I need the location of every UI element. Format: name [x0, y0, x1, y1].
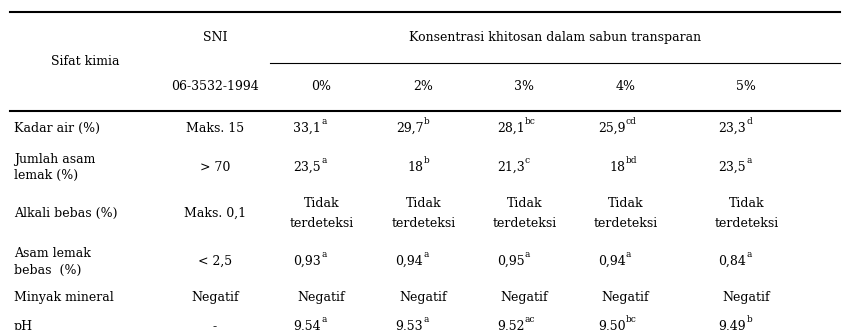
Text: Tidak: Tidak — [507, 197, 542, 211]
Text: bc: bc — [524, 117, 536, 126]
Text: c: c — [524, 156, 530, 165]
Text: 0,95: 0,95 — [496, 255, 524, 268]
Text: Tidak: Tidak — [728, 197, 764, 211]
Text: 9,53: 9,53 — [395, 320, 423, 330]
Text: 28,1: 28,1 — [496, 122, 524, 135]
Text: 23,5: 23,5 — [294, 161, 321, 174]
Text: terdeteksi: terdeteksi — [593, 217, 658, 230]
Text: 0,94: 0,94 — [598, 255, 626, 268]
Text: Negatif: Negatif — [298, 291, 345, 304]
Text: 33,1: 33,1 — [293, 122, 321, 135]
Text: d: d — [746, 117, 752, 126]
Text: 2%: 2% — [413, 80, 434, 93]
Text: Negatif: Negatif — [191, 291, 239, 304]
Text: a: a — [321, 315, 326, 324]
Text: a: a — [321, 117, 326, 126]
Text: bc: bc — [626, 315, 637, 324]
Text: 9,49: 9,49 — [718, 320, 746, 330]
Text: Negatif: Negatif — [400, 291, 447, 304]
Text: Maks. 15: Maks. 15 — [186, 122, 244, 135]
Text: Kadar air (%): Kadar air (%) — [14, 122, 99, 135]
Text: a: a — [321, 156, 326, 165]
Text: terdeteksi: terdeteksi — [391, 217, 456, 230]
Text: lemak (%): lemak (%) — [14, 169, 77, 182]
Text: 23,3: 23,3 — [718, 122, 746, 135]
Text: a: a — [626, 250, 631, 259]
Text: a: a — [321, 250, 326, 259]
Text: a: a — [423, 250, 428, 259]
Text: Maks. 0,1: Maks. 0,1 — [184, 207, 246, 220]
Text: 3%: 3% — [514, 80, 535, 93]
Text: 9,54: 9,54 — [294, 320, 321, 330]
Text: a: a — [746, 156, 751, 165]
Text: cd: cd — [626, 117, 637, 126]
Text: Minyak mineral: Minyak mineral — [14, 291, 113, 304]
Text: 18: 18 — [407, 161, 423, 174]
Text: a: a — [524, 250, 530, 259]
Text: 4%: 4% — [615, 80, 636, 93]
Text: terdeteksi: terdeteksi — [289, 217, 354, 230]
Text: Negatif: Negatif — [501, 291, 548, 304]
Text: b: b — [423, 156, 429, 165]
Text: Asam lemak: Asam lemak — [14, 247, 90, 260]
Text: 18: 18 — [609, 161, 626, 174]
Text: 0,84: 0,84 — [718, 255, 746, 268]
Text: 06-3532-1994: 06-3532-1994 — [171, 80, 259, 93]
Text: Alkali bebas (%): Alkali bebas (%) — [14, 207, 117, 220]
Text: 25,9: 25,9 — [598, 122, 626, 135]
Text: Tidak: Tidak — [303, 197, 339, 211]
Text: a: a — [746, 250, 751, 259]
Text: a: a — [423, 315, 428, 324]
Text: 9,52: 9,52 — [497, 320, 524, 330]
Text: Negatif: Negatif — [602, 291, 649, 304]
Text: bd: bd — [626, 156, 638, 165]
Text: 23,5: 23,5 — [718, 161, 746, 174]
Text: bebas  (%): bebas (%) — [14, 263, 81, 277]
Text: ac: ac — [524, 315, 535, 324]
Text: b: b — [423, 117, 429, 126]
Text: b: b — [746, 315, 752, 324]
Text: 0,93: 0,93 — [293, 255, 321, 268]
Text: 9,50: 9,50 — [598, 320, 626, 330]
Text: pH: pH — [14, 320, 32, 330]
Text: 21,3: 21,3 — [496, 161, 524, 174]
Text: 29,7: 29,7 — [396, 122, 423, 135]
Text: Konsentrasi khitosan dalam sabun transparan: Konsentrasi khitosan dalam sabun transpa… — [409, 31, 701, 44]
Text: terdeteksi: terdeteksi — [714, 217, 779, 230]
Text: Tidak: Tidak — [405, 197, 441, 211]
Text: -: - — [213, 320, 217, 330]
Text: 0%: 0% — [311, 80, 332, 93]
Text: SNI: SNI — [203, 31, 227, 44]
Text: Sifat kimia: Sifat kimia — [51, 54, 119, 68]
Text: Negatif: Negatif — [722, 291, 770, 304]
Text: Tidak: Tidak — [608, 197, 643, 211]
Text: Jumlah asam: Jumlah asam — [14, 153, 95, 166]
Text: > 70: > 70 — [200, 161, 230, 174]
Text: 0,94: 0,94 — [395, 255, 423, 268]
Text: 5%: 5% — [736, 80, 756, 93]
Text: terdeteksi: terdeteksi — [492, 217, 557, 230]
Text: < 2,5: < 2,5 — [198, 255, 232, 268]
